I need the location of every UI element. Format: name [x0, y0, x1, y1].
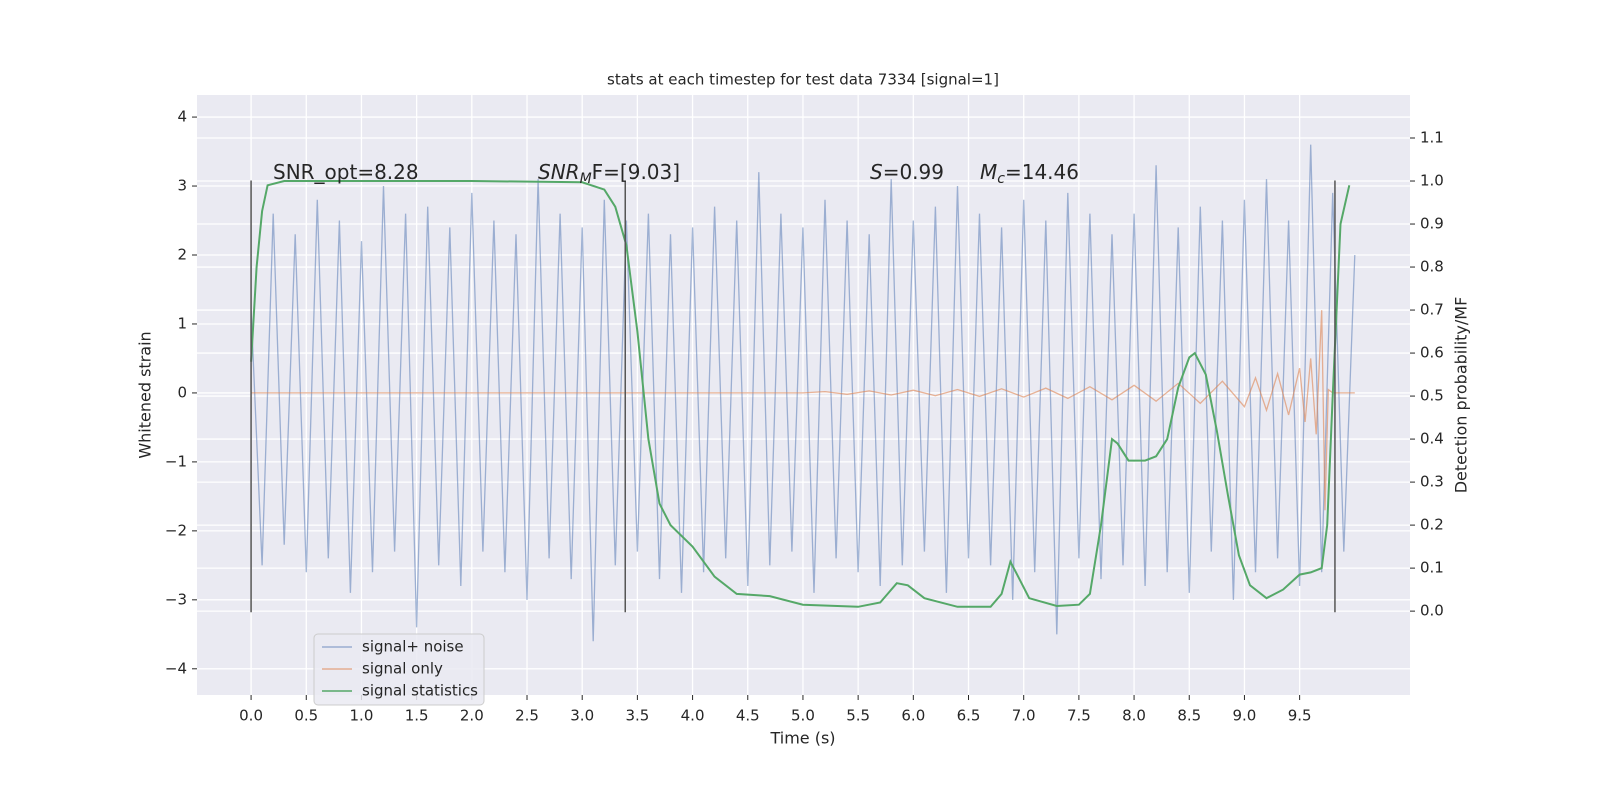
y2-tick-label: 0.6 [1420, 344, 1444, 362]
x-tick-label: 4.5 [736, 707, 760, 725]
y2-tick-label: 0.5 [1420, 387, 1444, 405]
legend-box [313, 633, 485, 706]
series-line [250, 144, 1356, 642]
annotation-symbol: M [980, 160, 997, 184]
x-tick-label: 2.0 [460, 707, 484, 725]
y2-axis-label: Detection probability/MF [1452, 297, 1471, 494]
annotation-text: SNR_opt=8.28 [273, 160, 419, 184]
annotation-text: F=[9.03] [592, 160, 680, 184]
annotation: SNRMF=[9.03] [538, 160, 680, 188]
x-tick-label: 3.5 [625, 707, 649, 725]
y2-tick-label: 0.2 [1420, 516, 1444, 534]
x-tick-label: 8.5 [1177, 707, 1201, 725]
annotation-text: =14.46 [1005, 160, 1079, 184]
y2-tick-label: 1.1 [1420, 129, 1444, 147]
y-tick-label: 1 [177, 314, 187, 332]
annotation-symbol: S [870, 160, 883, 184]
x-tick-label: 8.0 [1122, 707, 1146, 725]
x-tick-label: 1.5 [405, 707, 429, 725]
y-tick-label: −1 [165, 452, 187, 470]
x-axis-label: Time (s) [769, 729, 835, 748]
x-tick-label: 5.5 [846, 707, 870, 725]
x-tick-label: 0.5 [294, 707, 318, 725]
y2-tick-label: 0.3 [1420, 473, 1444, 491]
legend-label: signal+ noise [362, 638, 464, 656]
y2-tick-label: 0.4 [1420, 430, 1444, 448]
annotation: Mc=14.46 [980, 160, 1079, 188]
x-tick-label: 6.0 [901, 707, 925, 725]
x-tick-label: 3.0 [570, 707, 594, 725]
series-line [251, 310, 1355, 511]
annotation-symbol: SNR [538, 160, 580, 184]
x-tick-label: 4.0 [681, 707, 705, 725]
y-tick-label: 0 [177, 383, 187, 401]
x-tick-label: 1.0 [350, 707, 374, 725]
x-tick-label: 7.5 [1067, 707, 1091, 725]
x-tick-label: 0.0 [239, 707, 263, 725]
annotation: SNR_opt=8.28 [273, 160, 419, 184]
y2-tick-label: 0.1 [1420, 559, 1444, 577]
y-tick-label: 4 [177, 108, 187, 126]
x-tick-label: 9.0 [1233, 707, 1257, 725]
y2-tick-label: 0.9 [1420, 215, 1444, 233]
x-tick-label: 9.5 [1288, 707, 1312, 725]
y-tick-label: 2 [177, 246, 187, 264]
x-tick-label: 2.5 [515, 707, 539, 725]
series-line [250, 180, 1351, 608]
y2-tick-label: 0.8 [1420, 258, 1444, 276]
y-tick-label: −4 [165, 659, 187, 677]
y-tick-label: −3 [165, 590, 187, 608]
annotation-text: =0.99 [883, 160, 944, 184]
x-tick-label: 7.0 [1012, 707, 1036, 725]
annotation-subscript: c [997, 171, 1005, 187]
legend-label: signal only [362, 660, 443, 678]
y2-tick-label: 0.0 [1420, 602, 1444, 620]
y2-tick-label: 1.0 [1420, 172, 1444, 190]
y2-tick-label: 0.7 [1420, 301, 1444, 319]
y-tick-label: −2 [165, 521, 187, 539]
x-tick-label: 6.5 [957, 707, 981, 725]
chart-title: stats at each timestep for test data 733… [607, 71, 999, 89]
x-tick-label: 5.0 [791, 707, 815, 725]
y-axis-label: Whitened strain [136, 331, 155, 458]
annotation: S=0.99 [870, 160, 944, 184]
y-tick-label: 3 [177, 177, 187, 195]
legend-label: signal statistics [362, 682, 478, 700]
annotation-subscript: M [580, 171, 592, 187]
